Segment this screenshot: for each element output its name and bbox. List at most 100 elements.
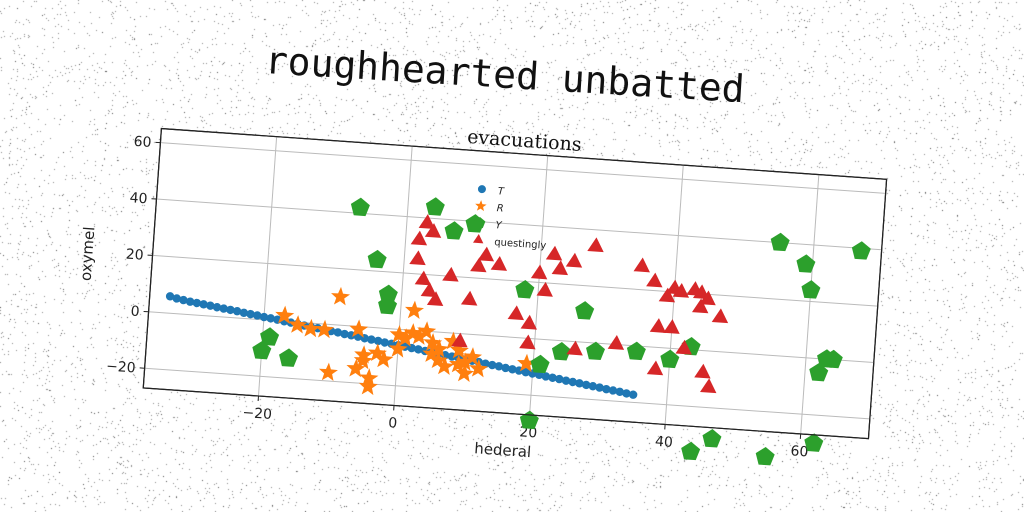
- data-point-triangle: [536, 281, 553, 297]
- data-point-pentagon: [702, 429, 722, 448]
- data-point-triangle: [426, 291, 444, 307]
- data-point-circle: [246, 309, 255, 319]
- data-point-pentagon: [823, 349, 843, 369]
- data-point-pentagon: [367, 249, 387, 269]
- data-point-circle: [555, 374, 564, 384]
- data-point-star: [455, 363, 475, 383]
- data-point-circle: [206, 301, 215, 310]
- data-point-circle: [561, 376, 571, 385]
- data-point-circle: [488, 360, 497, 370]
- data-point-star: [405, 300, 424, 320]
- data-point-circle: [266, 314, 275, 323]
- data-point-triangle: [663, 319, 680, 334]
- data-point-circle: [367, 335, 376, 344]
- data-point-triangle: [545, 245, 563, 261]
- data-point-circle: [622, 389, 631, 398]
- data-point-circle: [595, 383, 604, 392]
- data-point-circle: [548, 373, 557, 382]
- data-point-triangle: [565, 252, 583, 268]
- series-questingly: [409, 214, 729, 394]
- data-point-star: [346, 358, 366, 378]
- data-point-triangle: [691, 298, 709, 314]
- data-point-triangle: [460, 290, 478, 306]
- data-point-triangle: [490, 256, 508, 271]
- x-tick-label: 60: [790, 443, 809, 460]
- data-point-triangle: [520, 314, 537, 330]
- data-point-circle: [259, 312, 269, 322]
- x-tick-label: 0: [388, 415, 398, 432]
- data-point-circle: [192, 298, 202, 308]
- data-point-circle: [628, 390, 638, 399]
- data-point-star: [353, 350, 373, 370]
- data-point-pentagon: [660, 349, 680, 369]
- data-point-circle: [333, 328, 343, 337]
- data-point-pentagon: [804, 433, 824, 452]
- data-point-circle: [165, 292, 175, 301]
- data-point-circle: [179, 295, 188, 305]
- data-point-circle: [414, 345, 423, 354]
- data-point-pentagon: [575, 301, 595, 320]
- data-point-pentagon: [378, 284, 398, 304]
- data-point-triangle: [519, 334, 536, 350]
- data-point-circle: [615, 387, 624, 397]
- data-point-pentagon: [425, 197, 445, 216]
- data-point-circle: [581, 380, 591, 390]
- data-point-circle: [575, 379, 584, 388]
- data-point-circle: [521, 367, 530, 377]
- data-point-triangle: [694, 363, 711, 379]
- data-point-circle: [226, 305, 235, 315]
- x-tick-label: −20: [242, 405, 273, 423]
- data-point-star: [455, 352, 475, 371]
- data-point-circle: [212, 303, 222, 312]
- data-point-pentagon: [770, 232, 790, 252]
- data-point-triangle: [646, 360, 664, 376]
- data-point-star: [403, 323, 423, 342]
- data-point-triangle: [420, 282, 438, 298]
- data-point-star: [422, 344, 442, 363]
- data-point-triangle: [414, 270, 432, 286]
- data-point-circle: [608, 386, 618, 395]
- data-marks: [165, 197, 871, 466]
- data-point-star: [435, 356, 455, 375]
- data-point-triangle: [409, 250, 426, 266]
- legend-marker-circle: [477, 185, 486, 194]
- data-point-circle: [481, 359, 490, 368]
- data-point-triangle: [418, 214, 436, 229]
- legend-item: R: [475, 200, 504, 215]
- x-tick-label: 40: [654, 434, 673, 451]
- data-point-star: [410, 326, 429, 345]
- data-point-circle: [508, 365, 517, 374]
- data-point-triangle: [675, 339, 692, 355]
- y-grid-line: [152, 254, 878, 307]
- data-point-triangle: [646, 272, 663, 288]
- data-point-pentagon: [551, 342, 571, 361]
- series-y: [252, 197, 871, 466]
- data-point-circle: [501, 363, 510, 373]
- data-point-triangle: [633, 257, 650, 273]
- series-r: [275, 286, 537, 396]
- data-point-star: [423, 333, 443, 352]
- data-point-circle: [253, 311, 262, 320]
- data-point-triangle: [672, 282, 690, 298]
- y-tick-label: 60: [133, 134, 152, 151]
- data-point-pentagon: [444, 221, 464, 240]
- y-tick-label: 0: [130, 304, 140, 321]
- data-point-star: [448, 354, 468, 374]
- data-point-circle: [347, 331, 356, 340]
- data-point-triangle: [442, 266, 459, 282]
- data-point-triangle: [699, 290, 716, 306]
- plot-border: [142, 127, 888, 440]
- data-point-pentagon: [809, 362, 829, 382]
- data-point-star: [428, 350, 448, 369]
- data-point-triangle: [700, 378, 717, 394]
- legend-label: R: [496, 203, 504, 214]
- data-point-triangle: [451, 332, 468, 348]
- data-point-triangle: [658, 287, 676, 303]
- plot-area: [142, 127, 888, 440]
- legend-label: T: [497, 186, 505, 197]
- data-point-star: [301, 318, 321, 338]
- data-point-pentagon: [801, 280, 821, 299]
